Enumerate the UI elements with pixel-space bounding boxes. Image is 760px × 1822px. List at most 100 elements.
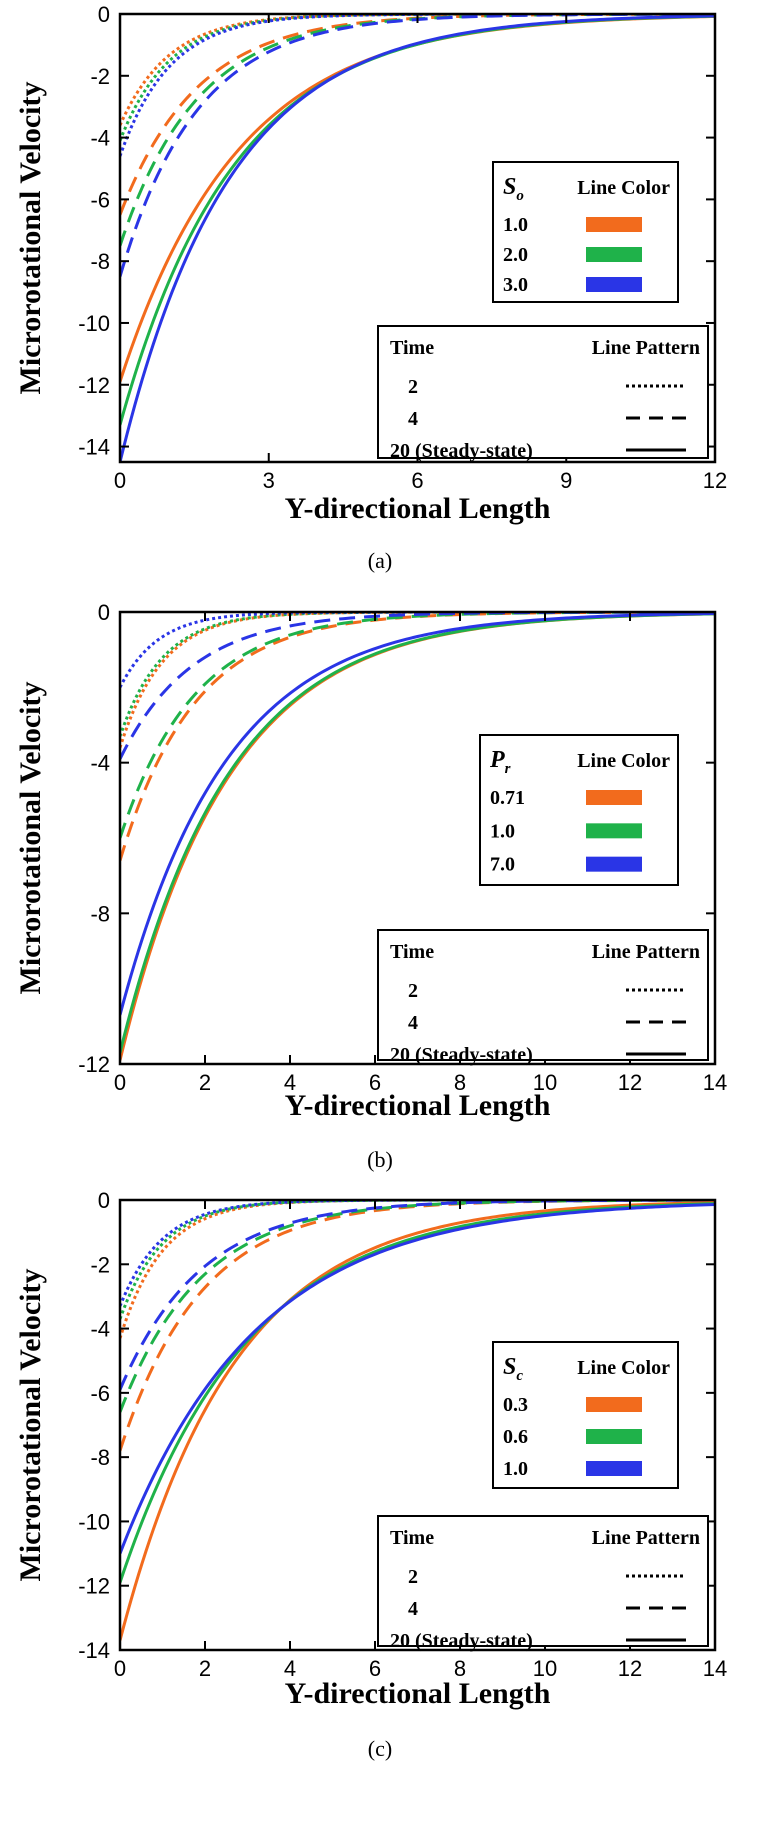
x-tick-label: 0 <box>114 1656 126 1681</box>
legend-color-box <box>479 734 679 886</box>
x-axis-title: Y-directional Length <box>285 1089 551 1122</box>
legend-pattern-header: Line Pattern <box>592 1527 700 1549</box>
x-tick-label: 2 <box>199 1656 211 1681</box>
legend-time-box <box>377 325 709 459</box>
x-tick-label: 3 <box>263 468 275 493</box>
x-tick-label: 12 <box>618 1070 642 1095</box>
series-line-1.0-t4 <box>120 1200 715 1391</box>
panel-a: 0 3 6 9 12 0 -2 -4 -6 -8 -10 -12 -14 Y-directional Le… <box>14 2 727 573</box>
series-line-0.3-t4 <box>120 1200 715 1452</box>
legend-color-box <box>492 1341 679 1489</box>
y-tick-label: -8 <box>90 1445 110 1470</box>
plot-frame <box>118 610 717 1066</box>
legend-value-label: 0.71 <box>490 787 525 809</box>
y-tick-label: -14 <box>78 1638 110 1663</box>
y-tick-label: -8 <box>90 901 110 926</box>
series-line-0.3-t20 <box>120 1200 715 1641</box>
panel-c: 0 2 4 6 8 10 12 14 0 -2 -4 -6 -8 -10 -12 -14 Y-direction… <box>14 1188 727 1761</box>
series-line-7.0-t2 <box>120 612 715 689</box>
legend-time-value: 20 (Steady-state) <box>390 1044 533 1066</box>
legend-time-box <box>377 1515 709 1647</box>
panel-caption: (b) <box>367 1147 393 1172</box>
legend-color-swatch <box>586 217 642 232</box>
x-tick-label: 0 <box>114 1070 126 1095</box>
legend-color-swatch <box>586 247 642 262</box>
x-tick-label: 2 <box>199 1070 211 1095</box>
legend-value-label: 0.6 <box>503 1426 528 1448</box>
legend-color-swatch <box>586 1461 642 1476</box>
series-line-1.0-t2 <box>120 14 715 126</box>
y-tick-label: 0 <box>98 600 110 625</box>
legend-value-label: 1.0 <box>503 1458 528 1480</box>
panel-caption: (c) <box>368 1736 392 1761</box>
x-tick-label: 10 <box>533 1070 557 1095</box>
series-line-1.0-t2 <box>120 612 715 737</box>
legend-color-header: Line Color <box>577 177 670 199</box>
panel-caption: (a) <box>368 548 392 573</box>
legend-time-header: Time <box>390 941 434 963</box>
legend-color-box <box>492 161 679 303</box>
series-line-0.3-t2 <box>120 1200 715 1339</box>
series-line-0.6-t2 <box>120 1200 715 1320</box>
legend-symbol-main: S <box>503 1354 516 1380</box>
y-tick-label: -2 <box>90 1252 110 1277</box>
plot-frame <box>118 1198 717 1652</box>
y-tick-label: -6 <box>90 187 110 212</box>
x-tick-label: 8 <box>454 1070 466 1095</box>
legend-time-value: 20 (Steady-state) <box>390 440 533 462</box>
y-tick-label: -10 <box>78 311 110 336</box>
legend-symbol-main: S <box>503 174 516 200</box>
legend-parameter-symbol: Pr <box>489 747 511 777</box>
series-line-1.0-t20 <box>120 1202 715 1555</box>
legend-parameter-symbol: Sc <box>503 1354 523 1384</box>
y-tick-label: -6 <box>90 1381 110 1406</box>
x-tick-label: 6 <box>411 468 423 493</box>
legend-pattern-header: Line Pattern <box>592 941 700 963</box>
legend-color-swatch <box>586 790 642 805</box>
x-tick-label: 14 <box>703 1070 727 1095</box>
legend-pattern-header: Line Pattern <box>592 337 700 359</box>
legend-time-header: Time <box>390 1527 434 1549</box>
y-tick-label: -4 <box>90 126 110 151</box>
y-tick-label: -12 <box>78 1574 110 1599</box>
legend-symbol-sub: r <box>505 761 511 777</box>
y-tick-label: -2 <box>90 64 110 89</box>
legend-color-swatch <box>586 1429 642 1444</box>
legend-time-header: Time <box>390 337 434 359</box>
legend-color-swatch <box>586 1397 642 1412</box>
x-tick-label: 6 <box>369 1070 381 1095</box>
y-axis-title: Microrotational Velocity <box>14 1268 47 1581</box>
series-line-7.0-t20 <box>120 612 715 1016</box>
x-tick-label: 4 <box>284 1070 296 1095</box>
x-tick-label: 0 <box>114 468 126 493</box>
legend-value-label: 0.3 <box>503 1394 528 1416</box>
series-line-3.0-t2 <box>120 14 715 157</box>
y-axis-title: Microrotational Velocity <box>14 81 47 394</box>
legend-value-label: 2.0 <box>503 244 528 266</box>
legend-value-label: 1.0 <box>490 820 515 842</box>
legend-time-value: 4 <box>408 408 418 430</box>
legend-time-value: 20 (Steady-state) <box>390 1630 533 1652</box>
x-tick-label: 12 <box>618 1656 642 1681</box>
legend-color-swatch <box>586 856 642 872</box>
x-tick-label: 12 <box>703 468 727 493</box>
x-tick-label: 9 <box>560 468 572 493</box>
legend-color-header: Line Color <box>577 1357 670 1379</box>
legend-time-value: 2 <box>408 376 418 398</box>
y-tick-label: -12 <box>78 1052 110 1077</box>
legend-value-label: 1.0 <box>503 214 528 236</box>
legend-color-header: Line Color <box>577 750 670 772</box>
legend-symbol-sub: c <box>516 1368 523 1384</box>
y-tick-label: -8 <box>90 249 110 274</box>
x-tick-label: 10 <box>533 1656 557 1681</box>
y-tick-label: -14 <box>78 435 110 460</box>
legend-time-box <box>377 929 709 1061</box>
y-tick-label: 0 <box>98 2 110 27</box>
y-tick-label: -4 <box>90 1317 110 1342</box>
y-axis-title: Microrotational Velocity <box>14 681 47 994</box>
x-tick-label: 14 <box>703 1656 727 1681</box>
legend-value-label: 7.0 <box>490 854 515 876</box>
legend-time-value: 2 <box>408 1566 418 1588</box>
x-axis-title: Y-directional Length <box>285 492 551 525</box>
